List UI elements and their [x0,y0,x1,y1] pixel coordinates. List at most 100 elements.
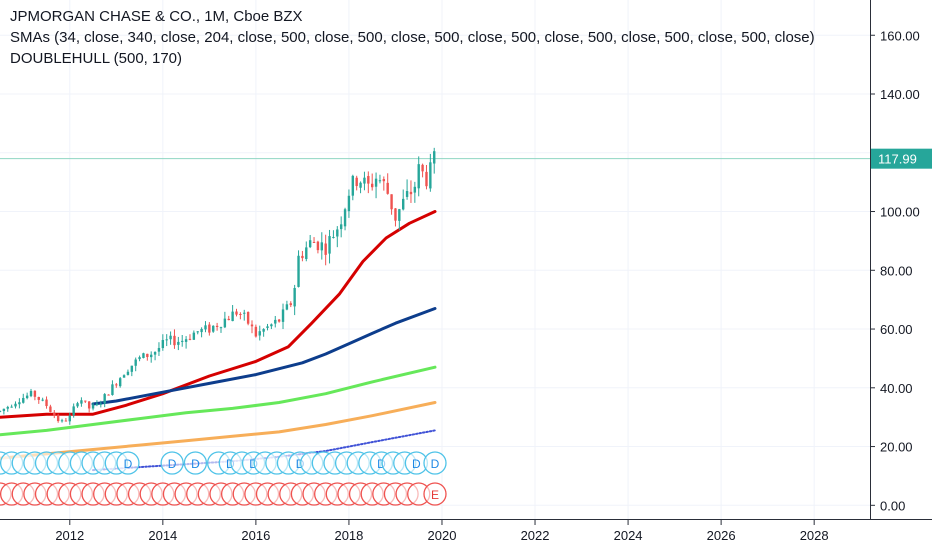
candle-body [402,198,405,210]
candle-body [312,241,316,243]
candle-body [188,338,192,340]
candle-body [285,304,289,310]
x-tick-label: 2016 [241,528,270,543]
candle-body [258,331,261,336]
x-tick-label: 2028 [800,528,829,543]
dividend-marker [183,451,208,475]
candle-body [343,209,347,227]
candle-body [200,328,203,333]
candle-body [429,162,432,189]
candle-body [339,224,343,230]
candle-body [270,324,273,327]
last-price-label: 117.99 [878,152,917,167]
y-tick-label: 60.00 [880,322,913,337]
candle-body [111,384,114,395]
sma-indicator-label[interactable]: SMAs (34, close, 340, close, 204, close,… [10,29,815,46]
candle-body [266,326,269,328]
candle-body [37,397,40,400]
symbol-title[interactable]: JPMORGAN CHASE & CO., 1M, Cboe BZX [10,8,303,25]
dividend-marker-label: D [412,457,421,471]
x-tick-label: 2018 [334,528,363,543]
dividend-marker [160,451,184,475]
dividend-marker-label: D [124,457,133,471]
time-axis: 2012 2014 2016 2018 2020 2022 2024 2026 2028 [55,520,829,543]
candle-body [177,341,180,345]
candle-body [53,412,56,416]
candle-body [413,186,417,193]
candle-body [382,179,386,182]
candle-body [14,403,17,407]
candle-body [138,357,141,360]
y-tick-label: 20.00 [880,440,913,455]
candle-body [378,180,382,182]
candle-body [134,359,137,366]
candle-body [324,243,327,255]
candle-body [281,309,285,322]
candle-body [239,313,242,315]
candle-body [157,347,161,352]
candle-body [115,384,118,386]
indicator-lines [0,210,437,472]
candle-body [165,339,168,341]
last-price-badge [871,148,932,169]
dividend-marker-label: D [191,457,200,471]
y-tick-label: 0.00 [880,498,905,513]
candle-body [196,331,199,333]
candle-body [405,191,409,197]
candle-body [103,394,106,404]
candle-body [64,420,68,422]
candle-body [277,319,281,322]
candle-body [425,171,428,187]
x-tick-label: 2012 [55,528,84,543]
candle-body [316,241,320,251]
y-tick-label: 40.00 [880,381,913,396]
candle-body [146,353,149,358]
candle-body [347,195,351,212]
candle-body [370,183,374,188]
candle-body [254,326,258,337]
indicator-line-0 [0,210,437,419]
candle-body [398,209,401,221]
candle-body [301,255,304,259]
x-tick-label: 2026 [707,528,736,543]
candle-body [367,176,370,184]
candle-body [153,351,157,355]
candle-body [374,178,378,187]
candle-body [231,311,234,322]
candle-body [41,399,44,401]
candle-body [76,403,79,407]
candle-body [417,164,420,189]
candle-body [68,415,71,422]
candle-body [84,400,87,402]
candle-body [95,403,99,406]
dividend-marker-label: D [168,457,177,471]
candle-body [0,410,2,412]
candle-body [328,236,331,254]
candle-body [25,395,29,399]
candle-body [421,164,424,172]
candle-body [351,175,355,196]
candle-body [394,208,397,221]
y-tick-label: 160.00 [880,28,920,43]
candle-body [219,327,223,329]
y-tick-label: 100.00 [880,205,920,220]
candle-body [45,399,48,407]
candle-body [173,335,176,346]
candle-body [56,415,60,422]
candle-body [223,318,227,328]
candle-body [433,151,436,164]
candle-body [72,406,75,416]
candle-body [355,177,358,187]
chart-legend: JPMORGAN CHASE & CO., 1M, Cboe BZX SMAs … [10,6,815,69]
candle-body [91,404,95,409]
candle-body [305,247,308,260]
candle-body [118,378,122,387]
x-tick-label: 2020 [428,528,457,543]
candles [0,147,436,425]
candle-body [208,324,211,333]
candle-body [332,236,335,238]
doublehull-indicator-label[interactable]: DOUBLEHULL (500, 170) [10,50,183,67]
candle-body [274,319,277,324]
